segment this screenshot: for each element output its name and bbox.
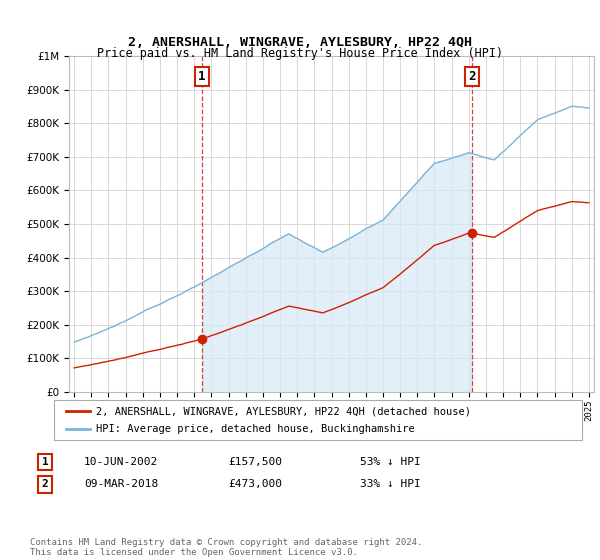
Text: HPI: Average price, detached house, Buckinghamshire: HPI: Average price, detached house, Buck… — [96, 423, 415, 433]
Text: 53% ↓ HPI: 53% ↓ HPI — [360, 457, 421, 467]
Text: 2: 2 — [41, 479, 49, 489]
Text: 2: 2 — [468, 69, 476, 83]
Text: 2, ANERSHALL, WINGRAVE, AYLESBURY, HP22 4QH: 2, ANERSHALL, WINGRAVE, AYLESBURY, HP22 … — [128, 35, 472, 49]
Text: 10-JUN-2002: 10-JUN-2002 — [84, 457, 158, 467]
Text: 33% ↓ HPI: 33% ↓ HPI — [360, 479, 421, 489]
Text: Contains HM Land Registry data © Crown copyright and database right 2024.
This d: Contains HM Land Registry data © Crown c… — [30, 538, 422, 557]
Text: Price paid vs. HM Land Registry's House Price Index (HPI): Price paid vs. HM Land Registry's House … — [97, 46, 503, 60]
Text: 2, ANERSHALL, WINGRAVE, AYLESBURY, HP22 4QH (detached house): 2, ANERSHALL, WINGRAVE, AYLESBURY, HP22 … — [96, 407, 471, 417]
Text: £157,500: £157,500 — [228, 457, 282, 467]
Text: 1: 1 — [198, 69, 206, 83]
Text: 09-MAR-2018: 09-MAR-2018 — [84, 479, 158, 489]
Text: £473,000: £473,000 — [228, 479, 282, 489]
Text: 1: 1 — [41, 457, 49, 467]
